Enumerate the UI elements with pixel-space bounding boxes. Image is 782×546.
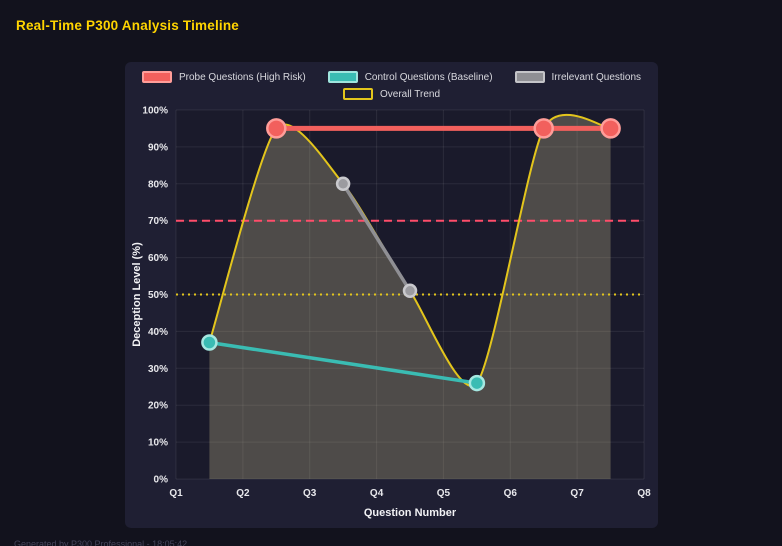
y-tick-label: 20% (148, 401, 168, 412)
x-tick-label: Q4 (370, 488, 384, 499)
legend-swatch-icon (141, 71, 172, 83)
x-axis-title: Question Number (364, 507, 457, 519)
legend-item-label: Irrelevant Questions (551, 71, 642, 83)
y-tick-label: 40% (148, 327, 168, 338)
legend-row: Overall Trend (342, 88, 441, 100)
data-point[interactable] (533, 118, 554, 139)
legend-swatch-icon (514, 71, 545, 83)
y-tick-label: 90% (148, 142, 168, 153)
legend-item[interactable]: Probe Questions (High Risk) (141, 71, 306, 83)
chart-svg: Q1 Q2 Q3 Q4 Q5 Q6 Q7 Q8 0% 10% 20% 30% 40% 50% 60% 70% 8… (131, 106, 651, 520)
x-tick-label: Q1 (169, 488, 183, 499)
data-point[interactable] (600, 118, 621, 139)
legend-item-label: Overall Trend (379, 88, 441, 100)
y-tick-label: 30% (148, 364, 168, 375)
series-line (207, 340, 479, 385)
legend-row: Probe Questions (High Risk) Control Quest… (141, 71, 642, 83)
x-tick-label: Q3 (303, 488, 317, 499)
legend-swatch-icon (327, 71, 358, 83)
chart-legend: Probe Questions (High Risk) Control Quest… (125, 71, 658, 100)
y-tick-label: 100% (142, 106, 168, 117)
legend-item[interactable]: Irrelevant Questions (514, 71, 642, 83)
series-line (341, 182, 412, 293)
y-tick-label: 50% (148, 290, 168, 301)
data-point[interactable] (201, 334, 218, 351)
x-tick-label: Q7 (570, 488, 584, 499)
legend-item[interactable]: Control Questions (Baseline) (327, 71, 493, 83)
data-point[interactable] (402, 283, 418, 299)
y-tick-label: 80% (148, 179, 168, 190)
y-tick-label: 60% (148, 253, 168, 264)
data-point[interactable] (266, 118, 287, 139)
chart-panel: Probe Questions (High Risk) Control Quest… (125, 62, 658, 528)
x-tick-label: Q2 (236, 488, 250, 499)
y-tick-label: 10% (148, 438, 168, 449)
data-point[interactable] (468, 374, 486, 392)
legend-swatch-icon (342, 88, 373, 100)
x-tick-label: Q8 (637, 488, 651, 499)
footer-note: Generated by P300 Professional - 18:05:4… (14, 539, 188, 546)
page-title: Real-Time P300 Analysis Timeline (16, 18, 240, 33)
y-tick-label: 70% (148, 216, 168, 227)
y-tick-label: 0% (154, 475, 169, 486)
y-axis-title: Deception Level (%) (131, 242, 143, 347)
legend-item-label: Probe Questions (High Risk) (178, 71, 306, 83)
legend-item-label: Control Questions (Baseline) (364, 71, 493, 83)
x-tick-label: Q6 (504, 488, 518, 499)
legend-item[interactable]: Overall Trend (342, 88, 441, 100)
x-tick-label: Q5 (437, 488, 451, 499)
data-point[interactable] (335, 176, 351, 192)
